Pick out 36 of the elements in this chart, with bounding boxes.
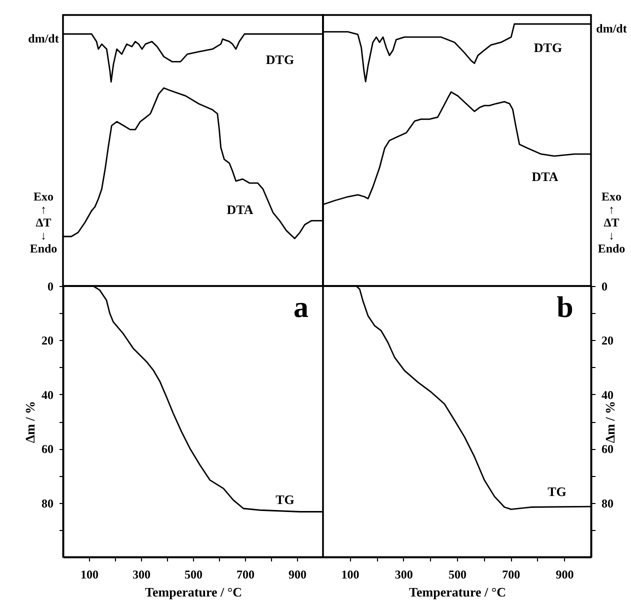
series-label: DTA <box>532 169 559 184</box>
x-tick-label: 900 <box>288 568 306 582</box>
y-tick-label: 0 <box>48 280 54 294</box>
x-tick-label: 100 <box>80 568 98 582</box>
x-tick-label: 100 <box>341 568 360 582</box>
y-axis-title: dm/dt <box>28 32 59 46</box>
x-tick-label: 900 <box>556 568 574 582</box>
y-tick-label: 60 <box>42 442 54 456</box>
annotation: a <box>294 291 308 324</box>
series-label: TG <box>548 484 566 499</box>
y-axis-title: Δm / % <box>22 400 38 444</box>
y-tick-label: 20 <box>602 334 614 348</box>
series-label: DTA <box>226 202 254 217</box>
y-tick-label: 60 <box>602 442 614 456</box>
x-axis-title: Temperature / °C <box>145 584 242 600</box>
annotation: b <box>556 291 574 324</box>
series-label: TG <box>276 492 294 507</box>
x-tick-label: 300 <box>132 568 150 582</box>
y-tick-label: 80 <box>602 496 614 510</box>
x-tick-label: 700 <box>502 568 520 582</box>
y-tick-label: 0 <box>602 280 608 294</box>
x-tick-label: 300 <box>394 568 413 582</box>
y-tick-label: 20 <box>42 334 54 348</box>
series-label: DTG <box>266 52 294 67</box>
y-axis-title: Exo ↑ ΔT ↓ Endo <box>598 190 626 256</box>
y-axis-title: dm/dt <box>596 22 627 36</box>
y-axis-title: Exo ↑ ΔT ↓ Endo <box>30 190 58 256</box>
y-tick-label: 40 <box>602 388 614 402</box>
x-axis-title: Temperature / °C <box>409 584 506 600</box>
x-tick-label: 500 <box>448 568 466 582</box>
y-tick-label: 40 <box>42 388 54 402</box>
x-tick-label: 500 <box>184 568 202 582</box>
y-tick-label: 80 <box>42 496 54 510</box>
x-tick-label: 700 <box>236 568 254 582</box>
series-label: DTG <box>534 40 562 55</box>
y-axis-title: Δm / % <box>602 400 618 444</box>
